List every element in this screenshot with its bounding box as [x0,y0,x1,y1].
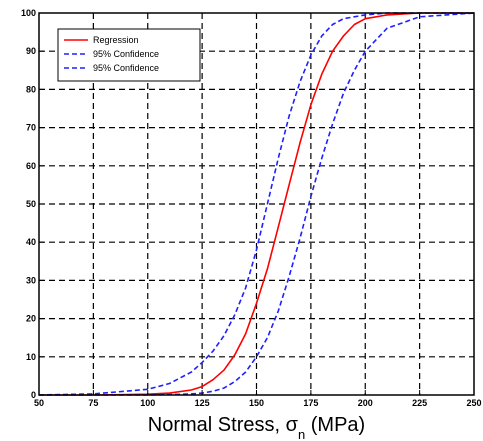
y-tick-label: 50 [26,199,36,209]
y-tick-label: 90 [26,46,36,56]
x-tick-label: 250 [466,398,481,408]
legend: Regression 95% Confidence 95% Confidence [57,28,201,82]
y-tick-label: 60 [26,161,36,171]
x-tick-label: 100 [140,398,155,408]
x-axis-label: Normal Stress, σn (MPa) [148,414,365,441]
series-line-3 [39,12,475,396]
series-line-1 [39,12,474,396]
legend-label-2: 95% Confidence [93,49,159,59]
legend-label-3: 95% Confidence [93,63,159,73]
y-tick-label: 20 [26,314,36,324]
data-series [38,12,475,396]
axis-ticks: 50 75 100 125 150 175 200 225 250 0 10 20 30 40 50 60 70… [21,8,482,408]
legend-label-1: Regression [93,35,139,45]
y-tick-label: 80 [26,84,36,94]
legend-box [57,28,201,82]
x-tick-label: 200 [358,398,373,408]
y-tick-label: 100 [21,8,36,18]
y-tick-label: 30 [26,275,36,285]
x-tick-label: 175 [303,398,318,408]
y-tick-label: 0 [31,390,36,400]
x-tick-label: 75 [88,398,98,408]
y-tick-label: 10 [26,352,36,362]
y-tick-label: 70 [26,123,36,133]
series-line-2 [38,12,474,396]
x-tick-label: 50 [34,398,44,408]
x-tick-label: 225 [412,398,427,408]
x-tick-label: 125 [195,398,210,408]
y-tick-label: 40 [26,237,36,247]
x-tick-label: 150 [249,398,264,408]
